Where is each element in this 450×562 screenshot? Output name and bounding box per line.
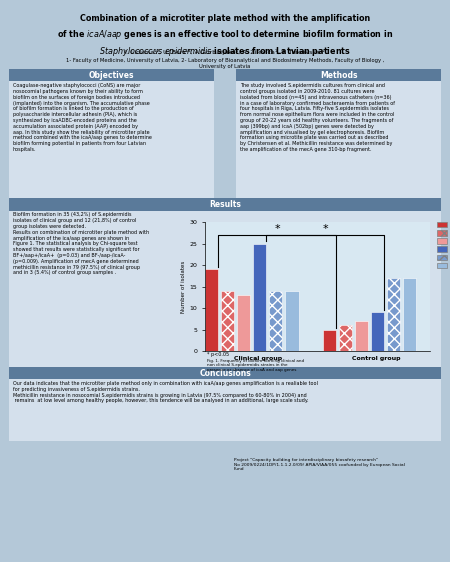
Text: Results: Results [209, 200, 241, 209]
Y-axis label: Number of isolates: Number of isolates [181, 261, 186, 312]
FancyBboxPatch shape [236, 69, 441, 81]
Text: * p<0.05: * p<0.05 [207, 352, 229, 357]
Bar [237, 295, 250, 351]
Text: The study involved S.epidermidis cultures from clinical and
control groups isola: The study involved S.epidermidis culture… [240, 83, 395, 152]
Bar [253, 243, 266, 351]
FancyBboxPatch shape [9, 69, 214, 81]
Text: Combination of a microtiter plate method with the amplification
of the $\it{icaA: Combination of a microtiter plate method… [57, 14, 393, 58]
FancyBboxPatch shape [9, 198, 441, 211]
Text: 1- Faculty of Medicine, University of Latvia, 2- Laboratory of Bioanalytical and: 1- Faculty of Medicine, University of La… [66, 58, 384, 69]
Bar [355, 321, 368, 351]
Text: I. Liduma¹², U. Bers¹², A.Gorbatjuka¹, A. Zilevica¹, T. Tracevska¹²: I. Liduma¹², U. Bers¹², A.Gorbatjuka¹, A… [125, 49, 325, 55]
Text: Biofilm formation in 35 (43,2%) of S.epidermidis
isolates of clinical group and : Biofilm formation in 35 (43,2%) of S.epi… [13, 212, 148, 275]
Bar [285, 291, 298, 351]
Bar [269, 291, 283, 351]
FancyBboxPatch shape [9, 211, 441, 368]
Text: Project "Capacity building for interdisciplinary biosafety research"
No 2009/022: Project "Capacity building for interdisc… [234, 458, 405, 471]
Text: Fig. 1. Frequency of biofilm forming clinical and
non clinical S.epidermidis str: Fig. 1. Frequency of biofilm forming cli… [207, 359, 304, 371]
Text: Our data indicates that the microtiter plate method only in combination with ica: Our data indicates that the microtiter p… [13, 381, 318, 404]
Text: Conclusions: Conclusions [199, 369, 251, 378]
FancyBboxPatch shape [9, 81, 214, 200]
FancyBboxPatch shape [236, 81, 441, 200]
Bar [371, 312, 384, 351]
Bar [205, 269, 218, 351]
Text: Coagulase-negative staphylococci (CoNS) are major
nosocomial pathogens known by : Coagulase-negative staphylococci (CoNS) … [13, 83, 152, 152]
Bar [323, 330, 336, 351]
FancyBboxPatch shape [9, 379, 441, 441]
FancyBboxPatch shape [9, 367, 441, 379]
Bar [221, 291, 234, 351]
Text: Objectives: Objectives [89, 71, 134, 80]
Bar [339, 325, 352, 351]
Text: *: * [274, 224, 280, 234]
Bar [387, 278, 400, 351]
Text: *: * [323, 224, 328, 234]
Legend: BF+/aap +/icaA+, BF+/aap -/icaA-, BF+/aap + or icaA+, BF-/aap +/icaA+, BF-/aap -: BF+/aap +/icaA+, BF+/aap -/icaA-, BF+/aa… [437, 222, 450, 268]
Text: Methods: Methods [320, 71, 357, 80]
Bar [403, 278, 416, 351]
